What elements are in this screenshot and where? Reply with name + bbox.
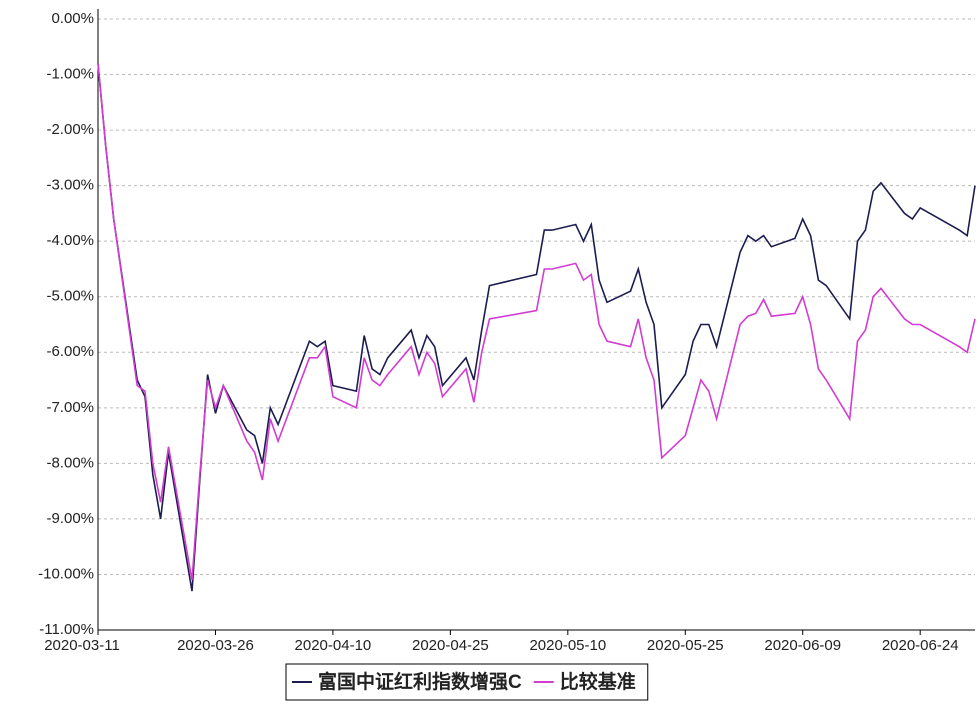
y-tick-label: -8.00% [46,454,94,471]
y-tick-label: -6.00% [46,343,94,360]
y-tick-label: 0.00% [51,10,94,27]
x-tick-label: 2020-05-25 [647,637,724,654]
y-tick-label: -1.00% [46,66,94,83]
x-tick-label: 2020-03-11 [44,637,120,654]
legend-box [285,663,649,701]
y-tick-label: -4.00% [46,232,94,249]
x-tick-label: 2020-04-25 [412,637,489,654]
y-tick-label: -5.00% [46,288,94,305]
y-tick-label: -10.00% [38,565,94,582]
y-tick-label: -3.00% [46,177,94,194]
legend-label: 富国中证红利指数增强C [318,670,522,693]
y-tick-label: -11.00% [39,621,94,638]
y-tick-label: -7.00% [46,399,94,416]
x-tick-label: 2020-06-24 [882,637,959,654]
x-tick-label: 2020-05-10 [529,637,606,654]
legend-label: 比较基准 [560,670,636,693]
x-tick-label: 2020-04-10 [295,637,372,654]
y-tick-label: -9.00% [46,510,94,527]
series-line [97,63,976,592]
y-tick-label: -2.00% [46,121,94,138]
series-line [97,63,976,581]
x-tick-label: 2020-03-26 [177,637,254,654]
x-tick-label: 2020-06-09 [764,637,841,654]
